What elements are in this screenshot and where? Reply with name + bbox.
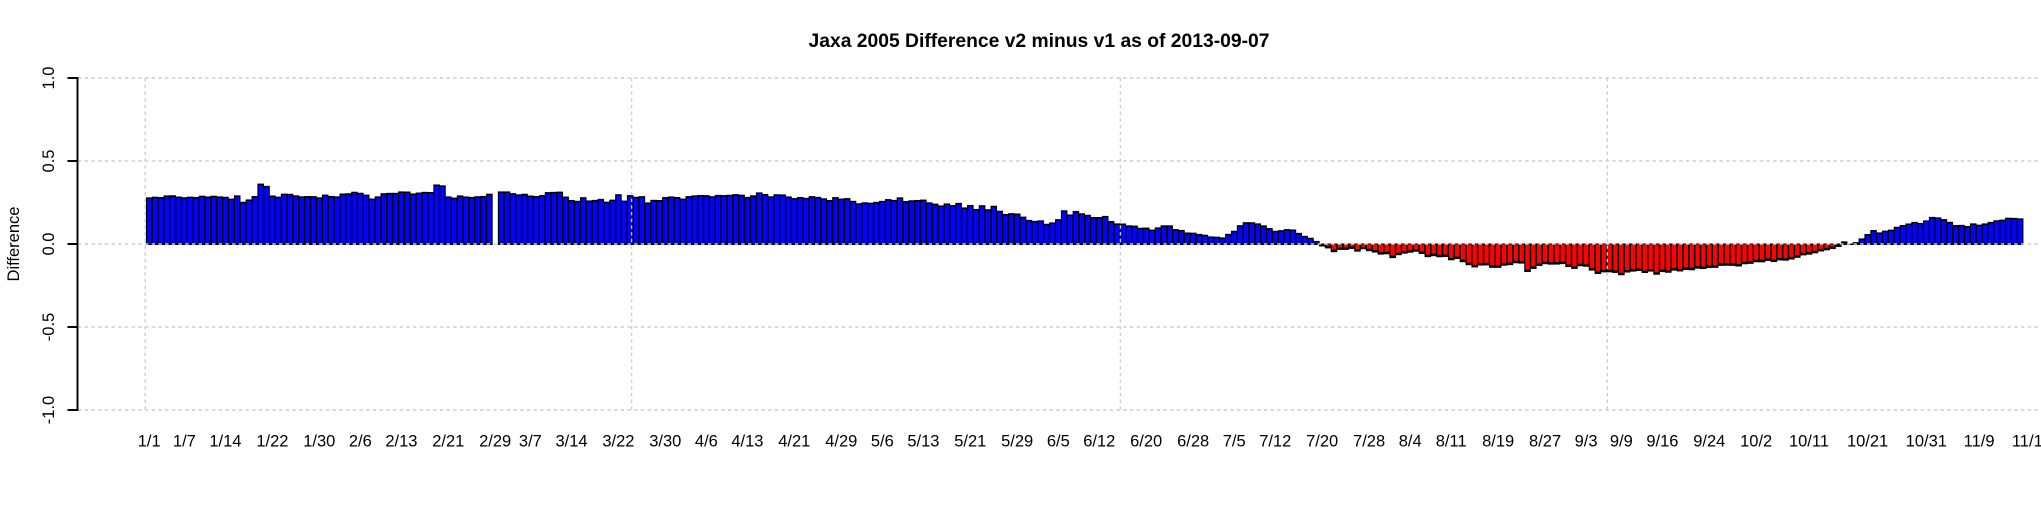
svg-text:7/20: 7/20: [1306, 433, 1338, 451]
svg-text:9/3: 9/3: [1575, 433, 1598, 451]
svg-text:7/28: 7/28: [1353, 433, 1385, 451]
svg-text:1/1: 1/1: [138, 433, 161, 451]
svg-text:10/2: 10/2: [1740, 433, 1772, 451]
svg-text:6/5: 6/5: [1047, 433, 1070, 451]
svg-text:9/16: 9/16: [1646, 433, 1678, 451]
svg-text:1/14: 1/14: [209, 433, 241, 451]
svg-text:1/7: 1/7: [173, 433, 196, 451]
svg-text:3/30: 3/30: [649, 433, 681, 451]
svg-text:5/21: 5/21: [954, 433, 986, 451]
svg-text:11/17: 11/17: [2012, 433, 2041, 451]
svg-text:Jaxa 2005 Difference v2 minus: Jaxa 2005 Difference v2 minus v1 as of 2…: [809, 31, 1270, 52]
svg-text:10/11: 10/11: [1789, 433, 1829, 451]
svg-text:5/13: 5/13: [907, 433, 939, 451]
svg-text:1/22: 1/22: [256, 433, 288, 451]
svg-text:2/6: 2/6: [349, 433, 372, 451]
svg-text:5/29: 5/29: [1001, 433, 1033, 451]
svg-text:2/13: 2/13: [385, 433, 417, 451]
svg-text:7/12: 7/12: [1259, 433, 1291, 451]
svg-text:4/6: 4/6: [695, 433, 718, 451]
svg-text:3/7: 3/7: [519, 433, 542, 451]
svg-text:8/27: 8/27: [1529, 433, 1561, 451]
svg-text:9/9: 9/9: [1610, 433, 1633, 451]
svg-text:-1.0: -1.0: [40, 396, 58, 424]
svg-text:0.0: 0.0: [40, 233, 58, 256]
svg-text:4/29: 4/29: [825, 433, 857, 451]
svg-text:8/19: 8/19: [1482, 433, 1514, 451]
svg-text:Difference: Difference: [5, 207, 23, 282]
svg-text:9/24: 9/24: [1693, 433, 1725, 451]
svg-text:10/21: 10/21: [1847, 433, 1888, 451]
svg-text:7/5: 7/5: [1223, 433, 1246, 451]
svg-text:10/31: 10/31: [1906, 433, 1947, 451]
svg-text:2/21: 2/21: [432, 433, 464, 451]
svg-text:6/12: 6/12: [1083, 433, 1115, 451]
svg-text:5/6: 5/6: [871, 433, 894, 451]
svg-text:4/21: 4/21: [778, 433, 810, 451]
svg-text:3/22: 3/22: [602, 433, 634, 451]
svg-text:6/20: 6/20: [1130, 433, 1162, 451]
svg-text:4/13: 4/13: [731, 433, 763, 451]
svg-text:8/4: 8/4: [1399, 433, 1422, 451]
svg-text:6/28: 6/28: [1177, 433, 1209, 451]
svg-text:1/30: 1/30: [303, 433, 335, 451]
svg-text:1.0: 1.0: [40, 67, 58, 90]
svg-text:2/29: 2/29: [479, 433, 511, 451]
svg-text:3/14: 3/14: [555, 433, 587, 451]
svg-text:11/9: 11/9: [1964, 433, 1995, 451]
svg-text:-0.5: -0.5: [40, 313, 58, 341]
svg-text:0.5: 0.5: [40, 150, 58, 173]
svg-text:8/11: 8/11: [1436, 433, 1467, 451]
